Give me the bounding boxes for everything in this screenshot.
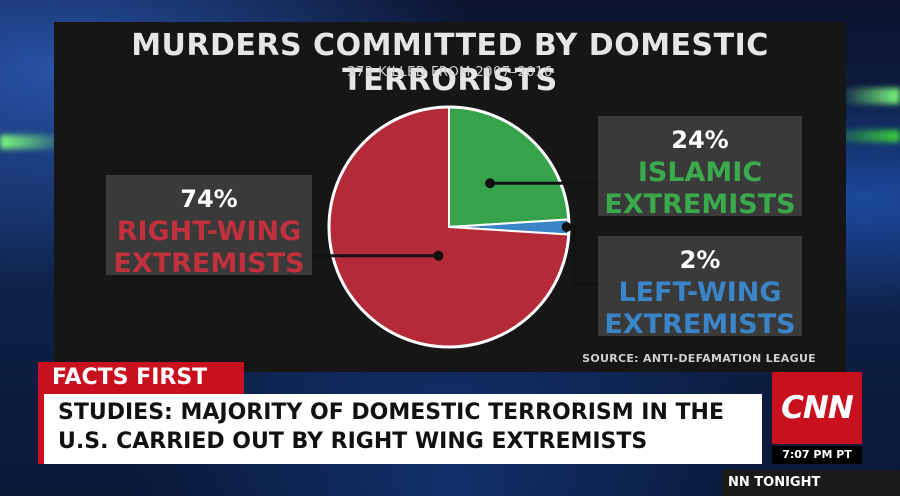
- slice-name-line: ISLAMIC: [637, 157, 763, 188]
- slice-name-line: RIGHT-WING: [116, 216, 302, 247]
- label-left-wing: 2% LEFT-WING EXTREMISTS: [598, 236, 802, 340]
- background-glow: [840, 88, 900, 104]
- slice-percent-right-wing: 74%: [180, 185, 238, 213]
- slice-name-left-wing: LEFT-WING EXTREMISTS: [598, 277, 802, 342]
- chart-panel: MURDERS COMMITTED BY DOMESTIC TERRORISTS…: [54, 22, 846, 372]
- slice-name-islamic: ISLAMIC EXTREMISTS: [598, 157, 802, 222]
- slice-percent-islamic: 24%: [671, 126, 729, 154]
- show-name: NN TONIGHT: [722, 470, 900, 496]
- leader-dot-left-wing: [561, 222, 572, 232]
- chart-source: SOURCE: ANTI-DEFAMATION LEAGUE: [582, 352, 816, 365]
- chart-subtitle: 372 KILLED FROM 2007–2016: [347, 65, 553, 80]
- headline-line-1: STUDIES: MAJORITY OF DOMESTIC TERRORISM …: [58, 400, 724, 425]
- label-islamic: 24% ISLAMIC EXTREMISTS: [598, 116, 802, 220]
- headline-bar: STUDIES: MAJORITY OF DOMESTIC TERRORISM …: [38, 394, 762, 464]
- network-logo-text: CNN: [781, 390, 854, 426]
- leader-dot-right-wing: [433, 250, 444, 261]
- clock: 7:07 PM PT: [772, 446, 862, 464]
- pie-chart: [312, 105, 598, 349]
- leader-line-left-wing: [566, 225, 598, 286]
- slice-name-right-wing: RIGHT-WING EXTREMISTS: [106, 216, 312, 281]
- headline-line-2: U.S. CARRIED OUT BY RIGHT WING EXTREMIST…: [58, 429, 648, 454]
- slice-percent-left-wing: 2%: [679, 246, 721, 274]
- slice-name-line: LEFT-WING: [618, 277, 782, 308]
- facts-first-tag: FACTS FIRST: [38, 362, 244, 394]
- chart-title: MURDERS COMMITTED BY DOMESTIC TERRORISTS: [131, 28, 769, 98]
- slice-name-line: EXTREMISTS: [113, 248, 305, 280]
- background-glow: [830, 130, 900, 142]
- slice-name-line: EXTREMISTS: [604, 309, 796, 341]
- background-glow: [0, 135, 70, 149]
- leader-dot-islamic: [485, 178, 496, 189]
- slice-islamic: [448, 105, 570, 229]
- slice-name-line: EXTREMISTS: [604, 189, 796, 221]
- network-logo: CNN: [772, 372, 862, 444]
- label-right-wing: 74% RIGHT-WING EXTREMISTS: [106, 175, 312, 279]
